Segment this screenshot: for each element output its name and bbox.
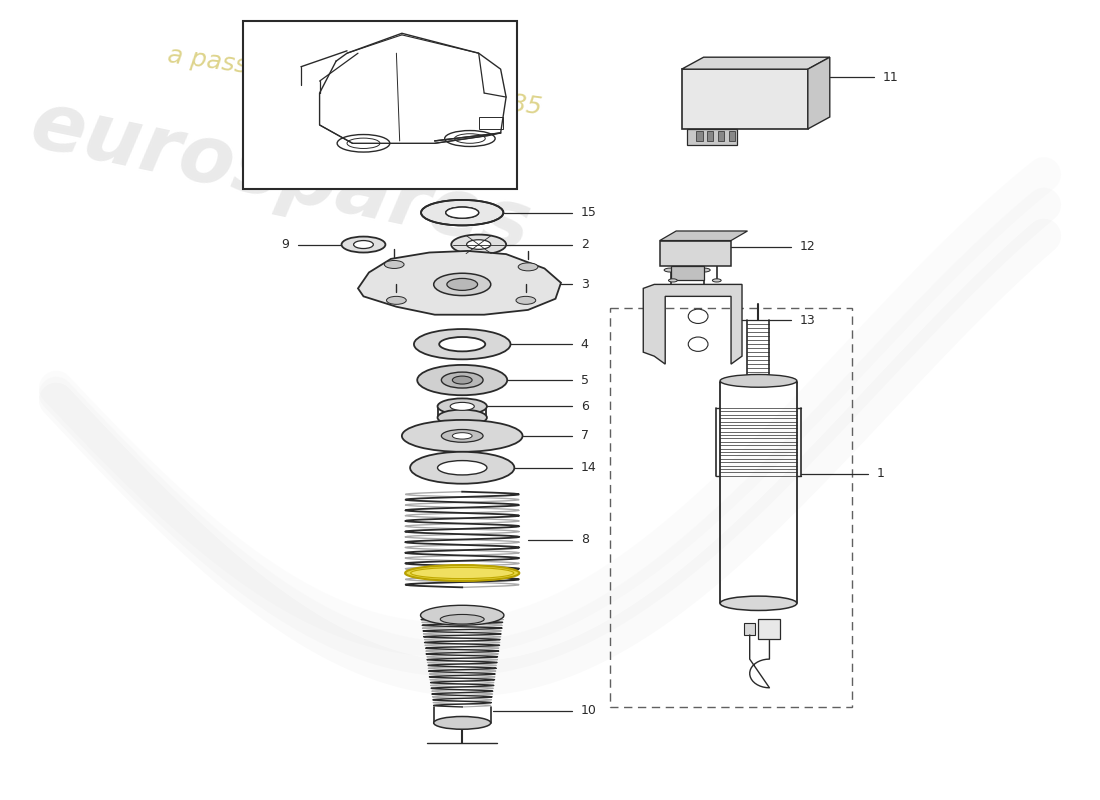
Bar	[243, 22, 517, 189]
Bar	[759, 619, 780, 639]
Circle shape	[689, 309, 708, 323]
Ellipse shape	[451, 234, 506, 254]
Bar	[696, 131, 703, 141]
Ellipse shape	[438, 410, 487, 426]
Ellipse shape	[720, 596, 796, 610]
Ellipse shape	[518, 263, 538, 271]
Polygon shape	[644, 285, 743, 364]
Bar	[729, 131, 736, 141]
Ellipse shape	[439, 337, 485, 351]
Text: 2: 2	[581, 238, 589, 251]
Ellipse shape	[516, 296, 536, 304]
Text: 9: 9	[280, 238, 289, 251]
Ellipse shape	[440, 614, 484, 624]
Ellipse shape	[452, 433, 472, 439]
Ellipse shape	[405, 565, 519, 581]
Text: 10: 10	[581, 705, 596, 718]
Bar	[707, 131, 714, 141]
Text: a passion for parts since 1985: a passion for parts since 1985	[166, 43, 543, 119]
Bar	[682, 69, 807, 129]
Ellipse shape	[452, 376, 472, 384]
Ellipse shape	[433, 717, 491, 730]
Ellipse shape	[410, 567, 514, 578]
Ellipse shape	[433, 274, 491, 295]
Circle shape	[689, 337, 708, 351]
Ellipse shape	[410, 452, 515, 484]
Bar	[718, 131, 725, 141]
Ellipse shape	[402, 420, 522, 452]
Ellipse shape	[438, 398, 487, 414]
Text: eurospares: eurospares	[23, 86, 538, 268]
Ellipse shape	[664, 268, 678, 272]
Polygon shape	[682, 57, 829, 69]
Text: 13: 13	[800, 314, 816, 326]
Text: 12: 12	[800, 241, 816, 254]
Ellipse shape	[386, 296, 406, 304]
Ellipse shape	[720, 374, 796, 387]
Text: 6: 6	[581, 400, 589, 413]
Bar	[478, 117, 503, 129]
Ellipse shape	[353, 241, 373, 249]
Text: 15: 15	[581, 206, 596, 219]
Text: 4: 4	[581, 338, 589, 350]
Ellipse shape	[384, 261, 404, 269]
Text: 7: 7	[581, 430, 589, 442]
Ellipse shape	[450, 402, 474, 410]
Polygon shape	[660, 231, 748, 241]
Ellipse shape	[697, 268, 711, 272]
Ellipse shape	[438, 461, 487, 475]
Bar	[688, 129, 737, 145]
Text: 3: 3	[581, 278, 589, 291]
Ellipse shape	[441, 372, 483, 388]
Ellipse shape	[420, 606, 504, 626]
Ellipse shape	[466, 240, 491, 250]
Ellipse shape	[414, 329, 510, 359]
Bar	[660, 241, 732, 266]
Bar	[745, 623, 756, 635]
Ellipse shape	[713, 279, 722, 282]
Ellipse shape	[441, 430, 483, 442]
Ellipse shape	[669, 279, 678, 282]
Text: 11: 11	[882, 70, 899, 84]
Polygon shape	[807, 57, 829, 129]
Ellipse shape	[341, 237, 385, 253]
Bar	[671, 266, 704, 281]
Ellipse shape	[421, 200, 504, 226]
Text: 5: 5	[581, 374, 589, 386]
Ellipse shape	[446, 207, 478, 218]
Bar	[610, 308, 851, 707]
Text: 14: 14	[581, 462, 596, 474]
Text: 8: 8	[581, 533, 589, 546]
Text: 1: 1	[877, 467, 884, 480]
Polygon shape	[358, 251, 561, 314]
Ellipse shape	[417, 365, 507, 395]
Ellipse shape	[447, 278, 477, 290]
